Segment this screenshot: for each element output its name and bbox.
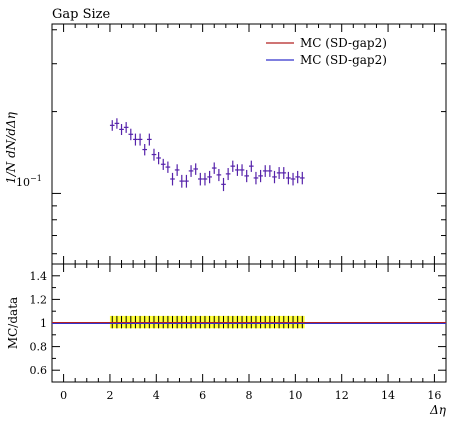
data-point [230, 160, 236, 172]
data-point [170, 172, 175, 186]
data-point [286, 171, 291, 185]
data-point [156, 152, 161, 165]
ratio-y-tick-label: 0.6 [30, 364, 48, 377]
data-point [179, 174, 185, 188]
data-point [276, 167, 282, 179]
main-y-ticks [52, 29, 446, 255]
x-tick-label: 10 [288, 389, 302, 402]
ratio-y-tick-label: 0.8 [30, 341, 48, 354]
x-tick-label: 4 [153, 389, 160, 402]
data-point [128, 128, 134, 141]
y-tick-label-main: 10−1 [16, 174, 42, 189]
data-point [174, 164, 180, 176]
data-point [198, 172, 203, 186]
ratio-x-ticks [63, 264, 435, 382]
ratio-panel: 0.6 0.8 1 1.2 1.4 0 2 4 6 8 10 12 14 16 MC/data Δη [6, 263, 447, 417]
legend-label-blue: MC (SD-gap2) [300, 53, 387, 67]
data-point [235, 164, 240, 176]
data-point [239, 164, 245, 176]
data-point [119, 124, 124, 136]
x-tick-labels: 0 2 4 6 8 10 12 14 16 [60, 389, 441, 402]
data-point [193, 163, 199, 175]
ratio-y-tick-label: 1 [40, 317, 47, 330]
data-point [244, 169, 249, 183]
data-point [207, 170, 212, 184]
data-point [299, 171, 305, 185]
data-point [147, 133, 152, 146]
data-point [216, 168, 222, 182]
data-point [258, 169, 263, 183]
svg-text:10−1: 10−1 [16, 174, 42, 189]
ratio-y-tick-label: 1.4 [30, 270, 48, 283]
data-point [253, 171, 259, 185]
data-points [109, 118, 305, 192]
legend-label-red: MC (SD-gap2) [300, 36, 387, 50]
data-point [133, 133, 138, 146]
ratio-y-tick-label: 1.2 [30, 293, 48, 306]
data-point [281, 167, 287, 179]
x-axis-label: Δη [429, 403, 447, 417]
data-point [109, 120, 115, 131]
x-tick-label: 14 [381, 389, 395, 402]
data-point [272, 170, 277, 184]
x-tick-label: 16 [427, 389, 441, 402]
data-point [165, 161, 171, 173]
data-point [225, 168, 231, 181]
y-tick-exponent: −1 [30, 174, 42, 183]
data-point [123, 122, 129, 133]
x-tick-label: 2 [106, 389, 113, 402]
data-point [267, 165, 273, 177]
data-point [151, 148, 157, 161]
main-panel: MC (SD-gap2) MC (SD-gap2) 1/N dN/dΔη 10−… [4, 23, 447, 265]
chart-title: Gap Size [52, 7, 111, 22]
x-tick-label: 6 [199, 389, 206, 402]
data-point [249, 160, 254, 172]
data-point [221, 177, 226, 192]
data-point [137, 133, 143, 146]
x-tick-label: 8 [246, 389, 253, 402]
main-x-ticks [63, 24, 435, 264]
data-point [188, 165, 194, 177]
y-axis-label: 1/N dN/dΔη [4, 111, 18, 184]
x-tick-label: 12 [335, 389, 349, 402]
data-point [142, 143, 148, 156]
data-point [184, 174, 189, 188]
data-point [114, 118, 120, 129]
x-tick-label: 0 [60, 389, 67, 402]
data-point [211, 162, 217, 174]
data-point [160, 158, 166, 170]
legend: MC (SD-gap2) MC (SD-gap2) [266, 36, 387, 67]
y-tick-mantissa: 10 [16, 176, 30, 189]
ratio-y-axis-label: MC/data [6, 297, 20, 349]
ratio-lines [52, 322, 446, 324]
data-point [290, 172, 296, 186]
data-point [262, 165, 268, 177]
data-point [202, 172, 208, 186]
data-point [295, 170, 300, 184]
